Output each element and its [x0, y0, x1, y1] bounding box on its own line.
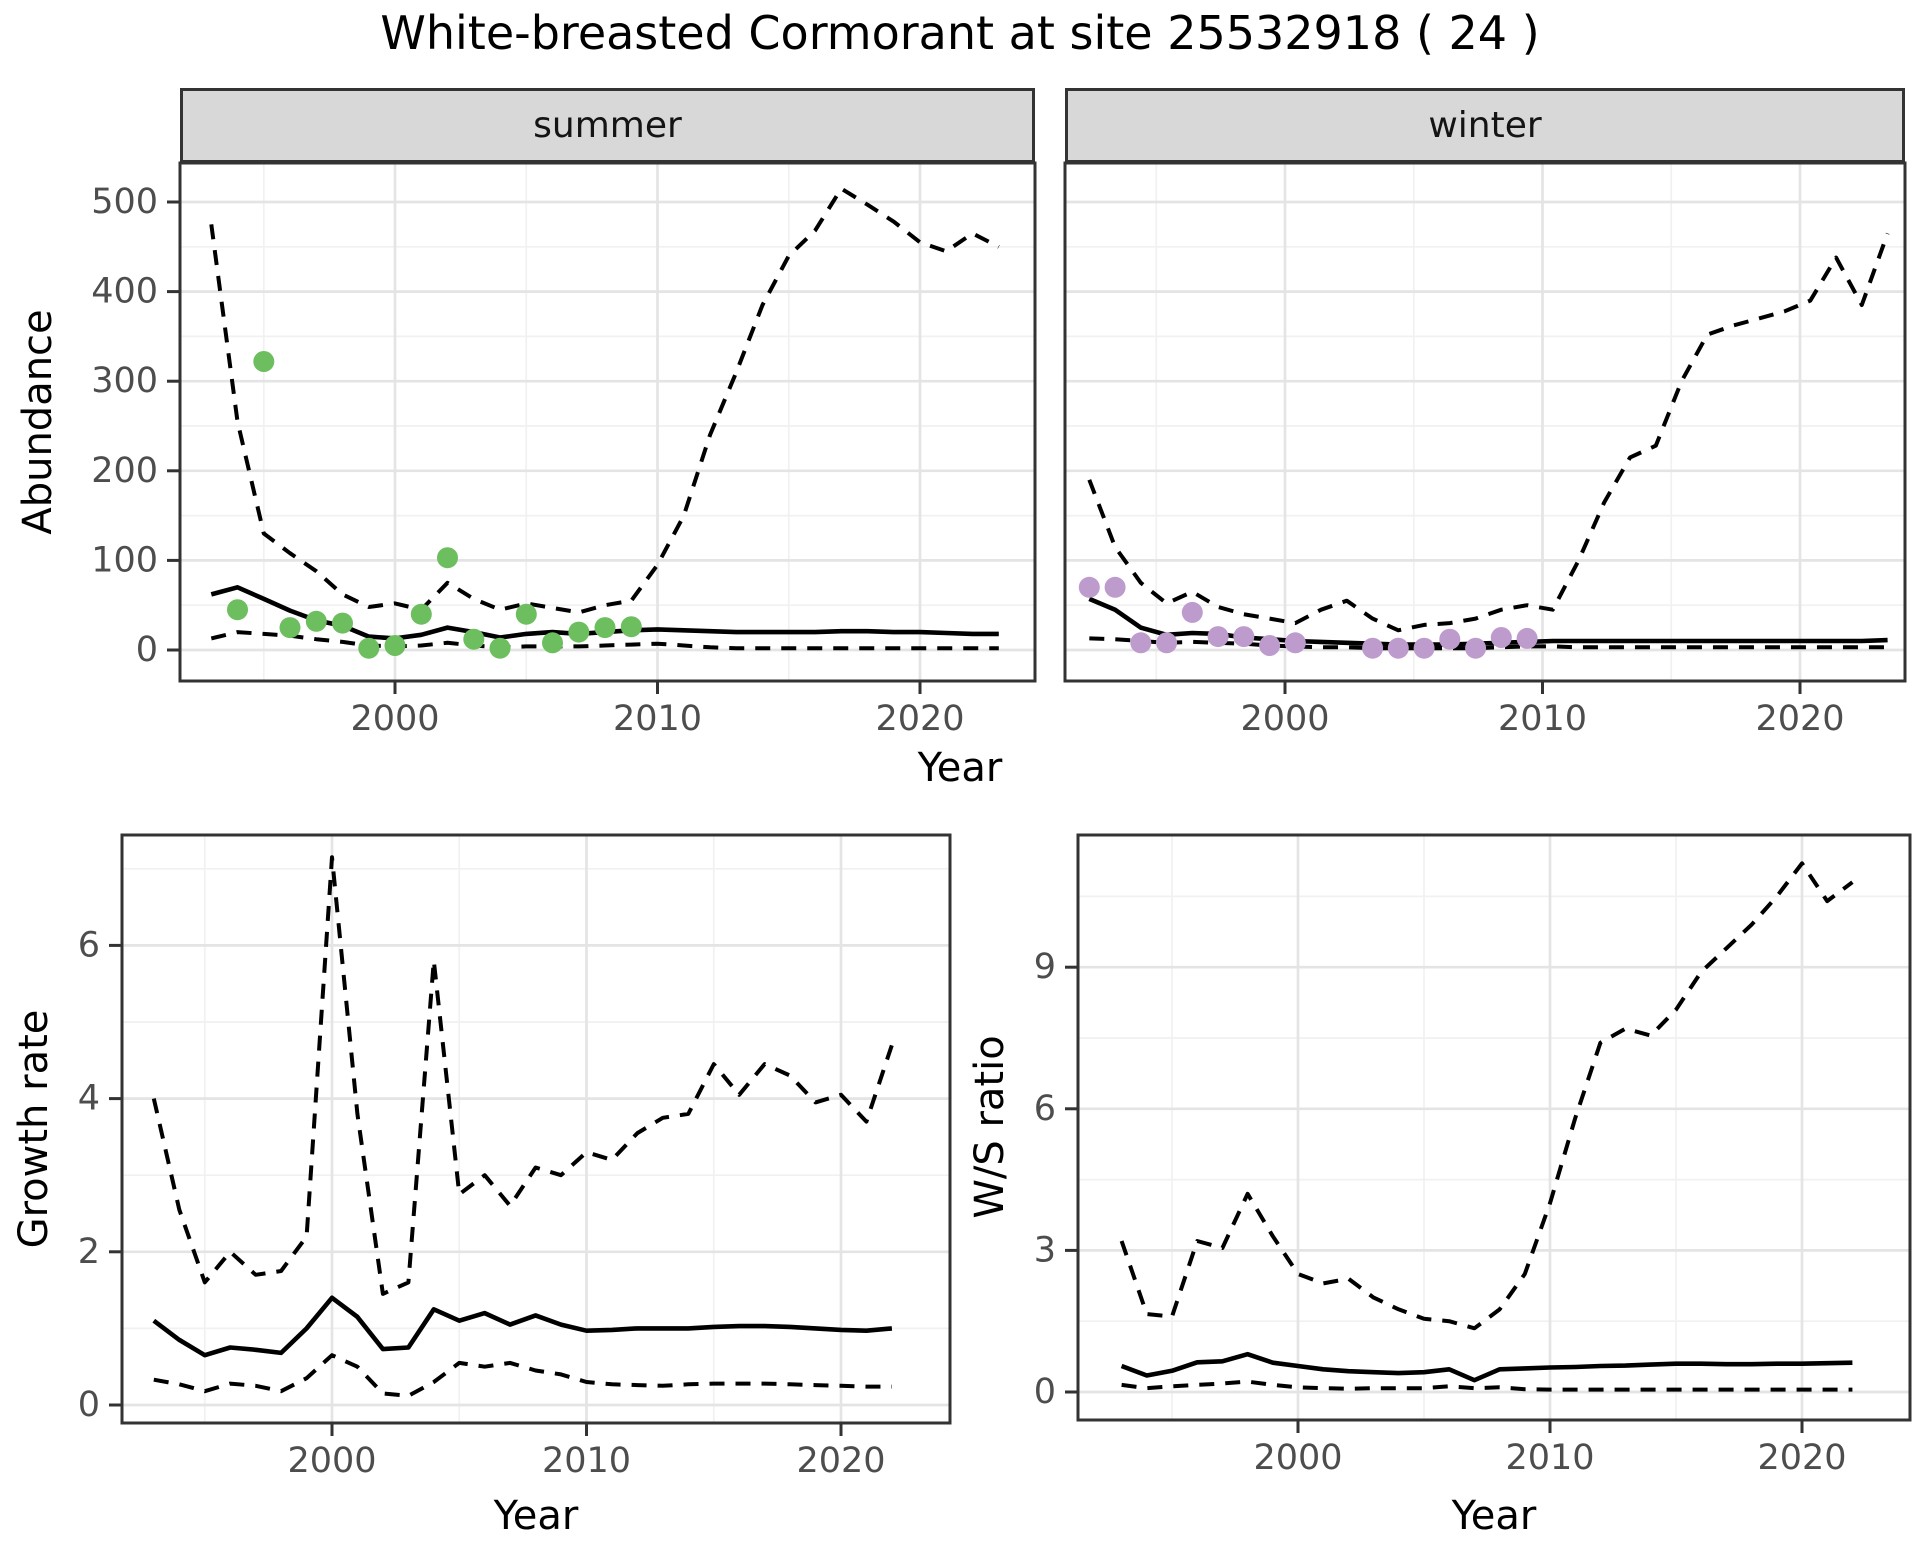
facet-strip-summer-label: summer [533, 105, 682, 146]
y-tick-label: 6 [78, 925, 100, 965]
data-point [463, 628, 485, 650]
data-point [1439, 628, 1461, 650]
data-point [542, 632, 563, 654]
data-point [1130, 632, 1152, 654]
y-tick-label: 6 [1034, 1089, 1056, 1129]
y-tick-label: 300 [91, 361, 158, 401]
data-point [515, 603, 537, 625]
y-tick-label: 2 [78, 1232, 100, 1272]
data-point [437, 547, 458, 569]
x-tick-label: 2010 [542, 1441, 631, 1481]
x-tick-label: 2020 [1755, 699, 1844, 739]
data-point [1233, 626, 1255, 648]
chart-title: White-breasted Cormorant at site 2553291… [380, 6, 1540, 60]
data-point [568, 621, 590, 643]
data-point [227, 599, 248, 621]
data-point [594, 617, 616, 639]
panel-border [1063, 161, 1907, 683]
panel-ws-ratio: 9 6 3 0 2000 2010 2020 [1034, 833, 1912, 1478]
data-point [1516, 627, 1538, 649]
panel-abundance-winter: 2000 2010 2020 [1063, 161, 1907, 739]
y-tick-label: 0 [78, 1385, 100, 1425]
data-point [620, 616, 642, 638]
data-point [384, 635, 406, 656]
panel-border [1076, 833, 1912, 1422]
x-axis-title-year-growth: Year [493, 1493, 579, 1539]
x-tick-label: 2020 [1757, 1438, 1846, 1478]
panel-abundance-summer: 500 400 300 200 100 0 2000 2010 2020 [91, 161, 1037, 739]
data-point [1207, 626, 1229, 648]
y-tick-label: 4 [78, 1079, 100, 1119]
data-point [1413, 637, 1435, 659]
x-axis-title-year-ws: Year [1451, 1493, 1537, 1539]
data-point [1259, 635, 1281, 656]
data-point [279, 617, 301, 639]
data-point [1362, 637, 1384, 659]
ws-ratio-ci_lower-line [1121, 1379, 1853, 1392]
y-tick-label: 100 [91, 540, 158, 580]
x-tick-label: 2010 [1505, 1438, 1594, 1478]
abundance-winter-observed-points [1078, 576, 1538, 659]
x-tick-label: 2000 [287, 1441, 376, 1481]
y-tick-label: 0 [1034, 1372, 1056, 1412]
y-tick-label: 200 [91, 451, 158, 491]
y-tick-label: 500 [91, 182, 158, 222]
growth-rate-ci_upper-line [151, 855, 894, 1296]
data-point [1490, 627, 1512, 648]
x-tick-label: 2010 [613, 699, 702, 739]
data-point [1078, 576, 1100, 598]
abundance-winter-ci_upper-line [1087, 232, 1890, 633]
y-tick-label: 9 [1034, 947, 1056, 987]
data-point [1181, 601, 1203, 623]
data-point [253, 351, 275, 372]
x-tick-label: 2000 [350, 699, 439, 739]
data-point [1465, 637, 1487, 659]
x-tick-label: 2020 [875, 699, 964, 739]
x-tick-label: 2020 [796, 1441, 885, 1481]
y-tick-label: 0 [136, 630, 158, 670]
x-tick-label: 2000 [1240, 699, 1329, 739]
panel-growth-rate: 6 4 2 0 2000 2010 2020 [78, 833, 952, 1481]
growth-rate-ci_lower-line [153, 1353, 892, 1398]
y-tick-label: 400 [91, 272, 158, 312]
abundance-summer-ci_lower-line [210, 630, 999, 651]
growth-rate-median-line [152, 1295, 893, 1358]
facet-strip-winter-label: winter [1428, 105, 1542, 146]
panel-border [120, 833, 952, 1425]
x-axis-title-year-top: Year [917, 745, 1003, 791]
panel-border [178, 161, 1037, 683]
facet-strip-summer: summer [180, 88, 1035, 163]
facet-strip-winter: winter [1065, 88, 1905, 163]
data-point [358, 637, 380, 659]
x-tick-label: 2000 [1253, 1438, 1342, 1478]
ws-ratio-median-line [1120, 1351, 1853, 1383]
x-tick-label: 2010 [1498, 699, 1587, 739]
data-point [332, 612, 353, 634]
data-point [305, 610, 327, 632]
data-point [1387, 637, 1409, 659]
data-point [410, 603, 432, 625]
y-tick-label: 3 [1034, 1230, 1056, 1270]
data-point [489, 637, 511, 659]
data-point [1284, 632, 1306, 654]
ws-ratio-ci_upper-line [1119, 861, 1854, 1331]
abundance-summer-ci_upper-line [209, 186, 1000, 615]
abundance-summer-observed-points [227, 351, 642, 659]
data-point [1104, 576, 1126, 598]
data-point [1156, 632, 1178, 654]
